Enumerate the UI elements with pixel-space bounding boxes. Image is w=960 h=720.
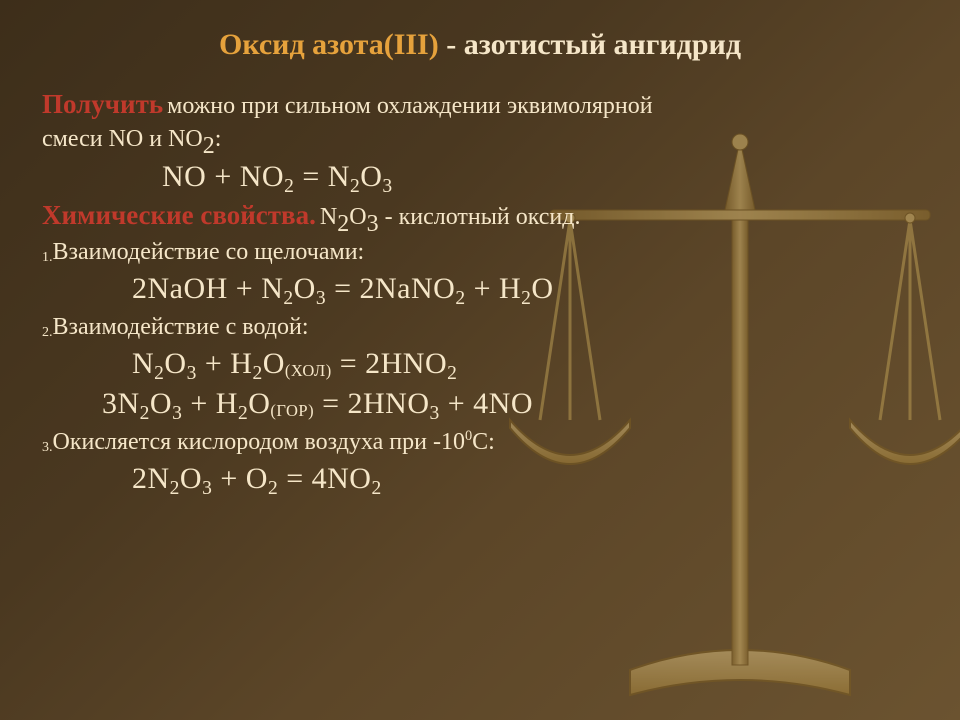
item-1: 1.Взаимодействие со щелочами: <box>42 239 918 266</box>
obtain-line1: можно при сильном охлаждении эквимолярно… <box>167 93 652 119</box>
slide: Оксид азота(III) - азотистый ангидрид По… <box>0 0 960 720</box>
item-2: 2.Взаимодействие с водой: <box>42 314 918 341</box>
equation-alkali: 2NaOH + N2O3 = 2NaNO2 + H2O <box>132 272 918 306</box>
properties-block: Химические свойства. N2O3 - кислотный ок… <box>42 200 918 231</box>
slide-title: Оксид азота(III) - азотистый ангидрид <box>42 28 918 62</box>
obtain-line2: смеси NO и NO2: <box>42 124 918 154</box>
title-part-1: Оксид азота(III) <box>219 28 439 61</box>
equation-synthesis: NO + NO2 = N2O3 <box>162 160 918 194</box>
item-3: 3.Окисляется кислородом воздуха при -100… <box>42 429 918 456</box>
equation-water-hot: 3N2O3 + H2O(ГОР) = 2HNO3 + 4NO <box>102 387 918 421</box>
obtain-block: Получить можно при сильном охлаждении эк… <box>42 88 918 122</box>
title-part-2: - азотистый ангидрид <box>439 28 741 61</box>
properties-heading: Химические свойства. <box>42 200 316 230</box>
equation-water-cold: N2O3 + H2O(ХОЛ) = 2HNO2 <box>132 347 918 381</box>
equation-oxidation: 2N2O3 + O2 = 4NO2 <box>132 462 918 496</box>
obtain-heading: Получить <box>42 89 163 119</box>
